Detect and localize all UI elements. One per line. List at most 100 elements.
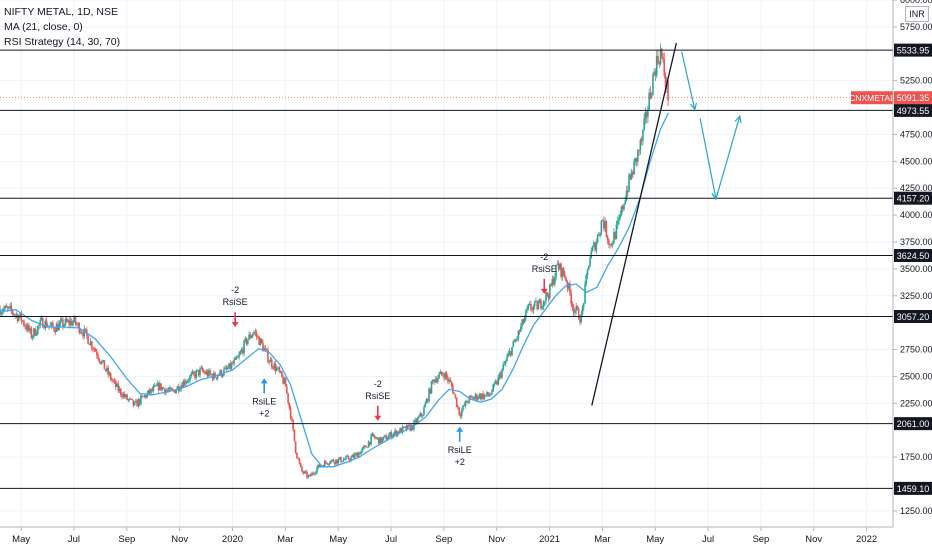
candle-body bbox=[601, 220, 604, 222]
candle-body bbox=[45, 320, 48, 328]
legend-symbol[interactable]: NIFTY METAL, 1D, NSE bbox=[4, 6, 118, 18]
time-tick-label: 2022 bbox=[856, 534, 877, 545]
candle-body bbox=[615, 224, 618, 239]
candle-body bbox=[425, 399, 428, 404]
price-axis[interactable]: 5533.95 4973.55 4157.20 3624.50 3057.20 2061.… bbox=[849, 0, 932, 550]
projection-segment bbox=[681, 51, 696, 110]
signal-name-label: RsiSE bbox=[365, 391, 390, 401]
candle-body bbox=[400, 428, 403, 433]
candle-body bbox=[233, 359, 235, 365]
candle-body bbox=[376, 437, 379, 439]
candle-body bbox=[433, 379, 435, 383]
candle-body bbox=[377, 437, 380, 444]
candle-body bbox=[283, 378, 286, 384]
candle-body bbox=[77, 323, 79, 325]
candle-body bbox=[595, 242, 598, 251]
candle-body bbox=[449, 379, 452, 383]
candle-body bbox=[626, 190, 629, 192]
price-tick-label: 1750.00 bbox=[900, 452, 932, 462]
price-tick-label: 2750.00 bbox=[900, 345, 932, 355]
candle-body bbox=[281, 371, 283, 377]
candle-body bbox=[604, 221, 606, 229]
candle-body bbox=[64, 318, 67, 325]
candle-body bbox=[416, 417, 419, 423]
ma-line bbox=[0, 112, 669, 468]
candle-body bbox=[8, 306, 10, 309]
candle-body bbox=[450, 382, 453, 386]
candle-body bbox=[429, 388, 432, 394]
candle-body bbox=[608, 240, 610, 245]
candle-body bbox=[186, 380, 189, 383]
candle-body bbox=[336, 459, 338, 464]
candle-body bbox=[438, 374, 440, 379]
candle-body bbox=[24, 325, 26, 327]
candle-body bbox=[131, 399, 133, 400]
candle-body bbox=[308, 474, 311, 476]
candle-body bbox=[311, 472, 313, 476]
candle-body bbox=[41, 317, 44, 328]
candle-body bbox=[473, 397, 476, 400]
candle-body bbox=[181, 385, 184, 388]
candle-body bbox=[65, 318, 68, 322]
candle-body bbox=[600, 220, 603, 233]
price-tick-label: 3500.00 bbox=[900, 264, 932, 274]
time-tick-label: Mar bbox=[277, 534, 293, 545]
candle-body bbox=[346, 455, 349, 457]
candle-body bbox=[292, 420, 294, 430]
legend-strategy[interactable]: RSI Strategy (14, 30, 70) bbox=[4, 36, 121, 48]
time-axis[interactable]: May Jul Sep Nov 2020 Mar May Jul Sep Nov 2021 Mar Ma… bbox=[0, 526, 893, 545]
candle-body bbox=[331, 459, 333, 461]
candle-body bbox=[23, 320, 25, 326]
legend-ma[interactable]: MA (21, close, 0) bbox=[4, 21, 83, 33]
candle-body bbox=[278, 367, 281, 372]
candle-body bbox=[533, 301, 536, 307]
candle-body bbox=[463, 405, 466, 407]
candle-body bbox=[269, 359, 272, 363]
candle-body bbox=[620, 206, 623, 216]
candle-body bbox=[121, 394, 123, 398]
level-price-label: 4157.20 bbox=[897, 194, 930, 204]
candle-body bbox=[74, 316, 77, 324]
candle-body bbox=[386, 438, 389, 440]
projection-arrowhead bbox=[711, 192, 719, 201]
candle-body bbox=[156, 382, 159, 386]
candle-body bbox=[70, 320, 73, 326]
candle-body bbox=[264, 348, 267, 350]
candle-body bbox=[111, 379, 113, 381]
candle-body bbox=[556, 263, 559, 266]
candle-body bbox=[291, 417, 293, 421]
candle-body bbox=[153, 385, 156, 387]
signal-arrow-head bbox=[374, 415, 382, 421]
candle-body bbox=[224, 367, 227, 370]
last-price-label: 5091.35 bbox=[897, 93, 930, 103]
candle-body bbox=[381, 438, 384, 443]
candle-body bbox=[117, 383, 120, 391]
candle-body bbox=[405, 426, 408, 430]
candle-body bbox=[160, 383, 162, 391]
candle-body bbox=[328, 463, 331, 465]
candle-body bbox=[87, 335, 89, 344]
candle-body bbox=[372, 433, 375, 437]
candle-body bbox=[196, 369, 199, 371]
candle-body bbox=[240, 349, 243, 352]
candle-body bbox=[634, 157, 637, 162]
candle-body bbox=[403, 426, 405, 428]
candle-body bbox=[152, 386, 155, 391]
candle-body bbox=[298, 459, 301, 464]
price-tick-label: 3750.00 bbox=[900, 237, 932, 247]
candle-body bbox=[284, 378, 287, 387]
candle-body bbox=[650, 95, 653, 98]
candle-body bbox=[230, 363, 233, 369]
candle-body bbox=[528, 304, 531, 305]
candle-body bbox=[345, 456, 347, 460]
candle-body bbox=[141, 395, 143, 397]
currency-button[interactable]: INR bbox=[905, 6, 929, 22]
candle-body bbox=[136, 400, 138, 407]
candle-body bbox=[170, 387, 172, 390]
candle-body bbox=[462, 405, 464, 411]
candle-body bbox=[557, 263, 560, 270]
candle-body bbox=[94, 349, 97, 352]
candle-body bbox=[52, 322, 54, 328]
candle-body bbox=[59, 320, 62, 324]
